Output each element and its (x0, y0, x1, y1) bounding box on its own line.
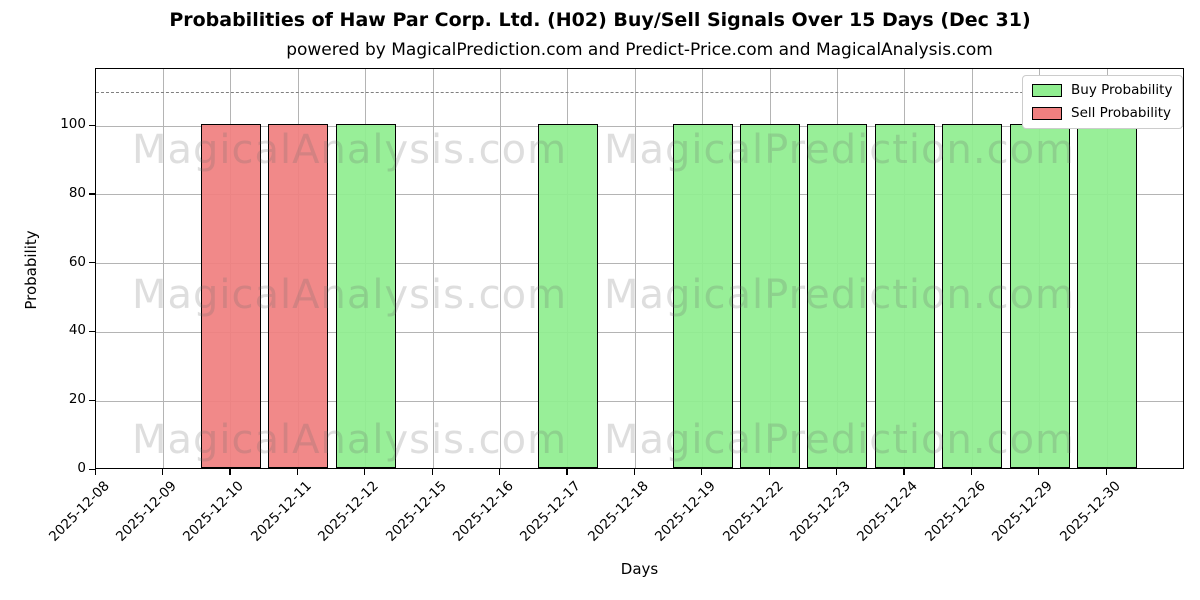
x-tick-mark (498, 469, 501, 475)
x-tick-mark (633, 469, 635, 475)
h-gridline (96, 263, 1183, 265)
bar-sell-2025-12-10 (200, 124, 261, 468)
y-tick-mark (89, 262, 95, 264)
x-axis-label: Days (620, 560, 659, 578)
chart-subtitle: powered by MagicalPrediction.com and Pre… (286, 40, 993, 60)
x-tick-label: 2025-12-15 (382, 478, 450, 545)
x-tick-label: 2025-12-19 (652, 478, 719, 545)
y-tick-mark (89, 124, 95, 126)
bar-buy-2025-12-22 (740, 124, 800, 468)
x-tick-mark (229, 469, 231, 475)
x-tick-mark (161, 469, 164, 475)
y-tick-mark (89, 399, 95, 401)
x-tick-label: 2025-12-24 (854, 478, 922, 545)
x-tick-label: 2025-12-11 (247, 478, 315, 545)
x-tick-label: 2025-12-22 (719, 478, 787, 545)
h-gridline (96, 194, 1183, 196)
x-tick-mark (970, 469, 972, 475)
x-tick-label: 2025-12-17 (517, 478, 585, 545)
y-tick-mark (89, 193, 95, 195)
v-gridline (499, 69, 501, 468)
x-tick-label: 2025-12-08 (45, 478, 113, 545)
y-tick-label: 80 (68, 184, 86, 201)
bar-buy-2025-12-12 (335, 124, 396, 468)
x-tick-mark (364, 469, 366, 475)
bar-buy-2025-12-30 (1077, 124, 1137, 468)
watermark-text: MagicalAnalysis.com (132, 127, 568, 173)
x-tick-label: 2025-12-30 (1056, 478, 1124, 545)
bar-sell-2025-12-11 (268, 124, 329, 468)
watermark-text: MagicalPrediction.com (604, 417, 1075, 463)
x-tick-label: 2025-12-18 (584, 478, 652, 545)
x-tick-mark (768, 469, 770, 475)
y-tick-label: 60 (68, 253, 86, 270)
x-tick-mark (566, 469, 568, 475)
legend-entry: Sell Probability (1032, 105, 1172, 121)
x-tick-mark (903, 469, 905, 475)
v-gridline (634, 69, 636, 468)
y-tick-label: 20 (68, 391, 86, 408)
bar-buy-2025-12-23 (807, 124, 868, 468)
y-tick-label: 0 (77, 460, 86, 476)
watermark-text: MagicalPrediction.com (604, 272, 1075, 318)
x-tick-mark (1038, 469, 1040, 475)
x-tick-label: 2025-12-16 (449, 478, 517, 545)
h-gridline (96, 400, 1183, 402)
y-tick-mark (89, 330, 95, 333)
x-tick-mark (701, 469, 703, 475)
x-tick-label: 2025-12-09 (112, 478, 180, 545)
x-tick-label: 2025-12-23 (786, 478, 854, 545)
h-gridline (96, 125, 1183, 127)
bar-buy-2025-12-19 (672, 124, 733, 468)
v-gridline (432, 69, 434, 468)
legend-label: Sell Probability (1071, 105, 1172, 121)
x-tick-label: 2025-12-29 (989, 478, 1056, 545)
legend-entry: Buy Probability (1032, 82, 1172, 98)
x-tick-label: 2025-12-26 (921, 478, 989, 545)
chart-title: Probabilities of Haw Par Corp. Ltd. (H02… (169, 9, 1031, 31)
plot-area (95, 68, 1184, 469)
y-axis-label: Probability (22, 230, 40, 310)
legend: Buy Probability Sell Probability (1022, 75, 1184, 129)
watermark-text: MagicalPrediction.com (604, 127, 1075, 173)
y-tick-mark (89, 468, 95, 470)
v-gridline (162, 69, 164, 468)
x-tick-mark (94, 469, 96, 475)
watermark-text: MagicalAnalysis.com (132, 272, 568, 318)
dashed-reference-line (96, 91, 1183, 93)
y-tick-label: 100 (60, 116, 86, 133)
legend-label: Buy Probability (1071, 82, 1173, 98)
x-tick-mark (296, 469, 298, 475)
h-gridline (96, 331, 1183, 333)
x-tick-label: 2025-12-12 (315, 478, 382, 545)
legend-swatch-icon (1032, 83, 1062, 97)
x-tick-label: 2025-12-10 (180, 478, 248, 545)
bar-buy-2025-12-26 (942, 124, 1003, 468)
legend-swatch-icon (1032, 106, 1062, 120)
x-tick-mark (1105, 469, 1107, 475)
bar-buy-2025-12-29 (1009, 124, 1070, 468)
bar-buy-2025-12-17 (537, 124, 598, 468)
bar-buy-2025-12-24 (874, 124, 935, 468)
watermark-text: MagicalAnalysis.com (132, 417, 568, 463)
x-tick-mark (835, 469, 838, 475)
y-tick-label: 40 (68, 322, 86, 339)
x-tick-mark (431, 469, 433, 475)
